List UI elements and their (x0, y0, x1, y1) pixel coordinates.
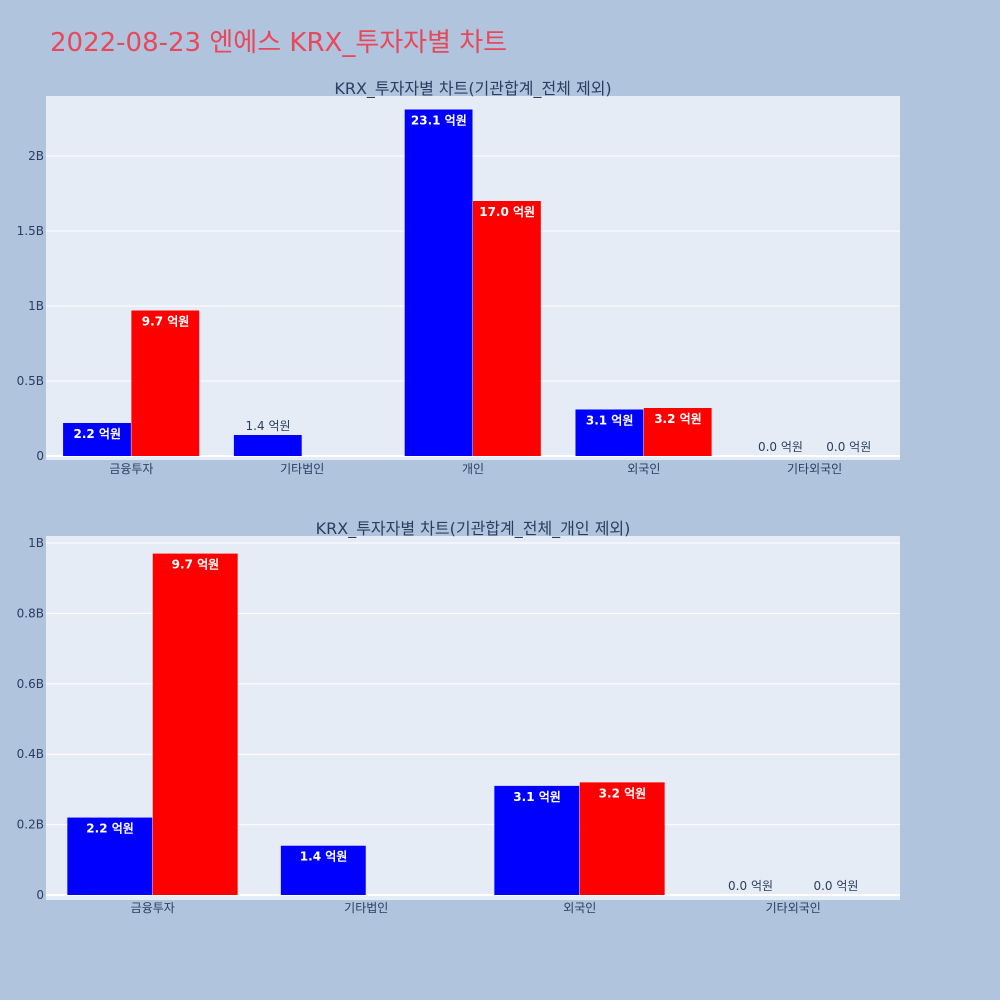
bar (131, 310, 200, 456)
bar (404, 109, 473, 456)
data-label: 3.1 억원 (513, 790, 561, 804)
data-label: 23.1 억원 (411, 114, 467, 128)
x-tick-label: 기타법인 (280, 462, 324, 476)
bar (233, 435, 302, 456)
chart-title: KRX_투자자별 차트(기관합계_전체 제외) (334, 79, 611, 99)
y-tick-label: 1B (28, 299, 44, 313)
x-tick-label: 외국인 (627, 462, 660, 476)
data-label: 3.1 억원 (586, 414, 634, 428)
data-label: 0.0 억원 (728, 879, 773, 893)
bar (63, 423, 131, 456)
y-tick-label: 0.8B (17, 606, 44, 620)
x-tick-label: 기타법인 (344, 901, 388, 915)
bar (67, 817, 153, 895)
data-label: 0.0 억원 (758, 440, 803, 454)
data-label: 9.7 억원 (172, 558, 220, 572)
data-label: 9.7 억원 (142, 315, 190, 329)
data-label: 0.0 억원 (826, 440, 871, 454)
y-tick-label: 2B (28, 149, 44, 163)
data-label: 1.4 억원 (246, 419, 291, 433)
data-label: 3.2 억원 (599, 786, 647, 800)
page-title: 2022-08-23 엔에스 KRX_투자자별 차트 (50, 28, 508, 58)
y-tick-label: 0.2B (17, 818, 44, 832)
y-tick-label: 0.5B (17, 374, 44, 388)
bar (152, 553, 238, 895)
y-tick-label: 1.5B (17, 224, 44, 238)
data-label: 0.0 억원 (813, 879, 858, 893)
y-tick-label: 0.4B (17, 747, 44, 761)
x-tick-label: 금융투자 (131, 901, 175, 915)
data-label: 2.2 억원 (73, 427, 121, 441)
bar (280, 845, 366, 895)
bar (494, 785, 580, 895)
data-label: 1.4 억원 (300, 850, 348, 864)
x-tick-label: 외국인 (563, 901, 596, 915)
data-label: 17.0 억원 (479, 205, 535, 219)
y-tick-label: 1B (28, 536, 44, 550)
y-tick-label: 0 (36, 888, 44, 902)
chart-bottom: 0 0.2B 0.4B 0.6B 0.8B 1B KRX_투자자별 차트(기관합계_전체_개… (17, 519, 900, 915)
bar (473, 201, 541, 456)
data-label: 3.2 억원 (654, 412, 702, 426)
chart-title: KRX_투자자별 차트(기관합계_전체_개인 제외) (316, 519, 631, 539)
bar (579, 782, 665, 895)
x-tick-label: 금융투자 (109, 462, 153, 476)
x-tick-label: 개인 (462, 462, 484, 476)
x-tick-label: 기타외국인 (766, 901, 821, 915)
chart-top: 0 0.5B 1B 1.5B 2B KRX_투자자별 차트(기관합계_전체 제외) 금융투자… (17, 79, 900, 476)
bar (575, 409, 644, 456)
y-tick-label: 0 (36, 449, 44, 463)
data-label: 2.2 억원 (86, 822, 134, 836)
y-tick-label: 0.6B (17, 677, 44, 691)
bar (643, 408, 712, 456)
x-tick-label: 기타외국인 (787, 462, 842, 476)
